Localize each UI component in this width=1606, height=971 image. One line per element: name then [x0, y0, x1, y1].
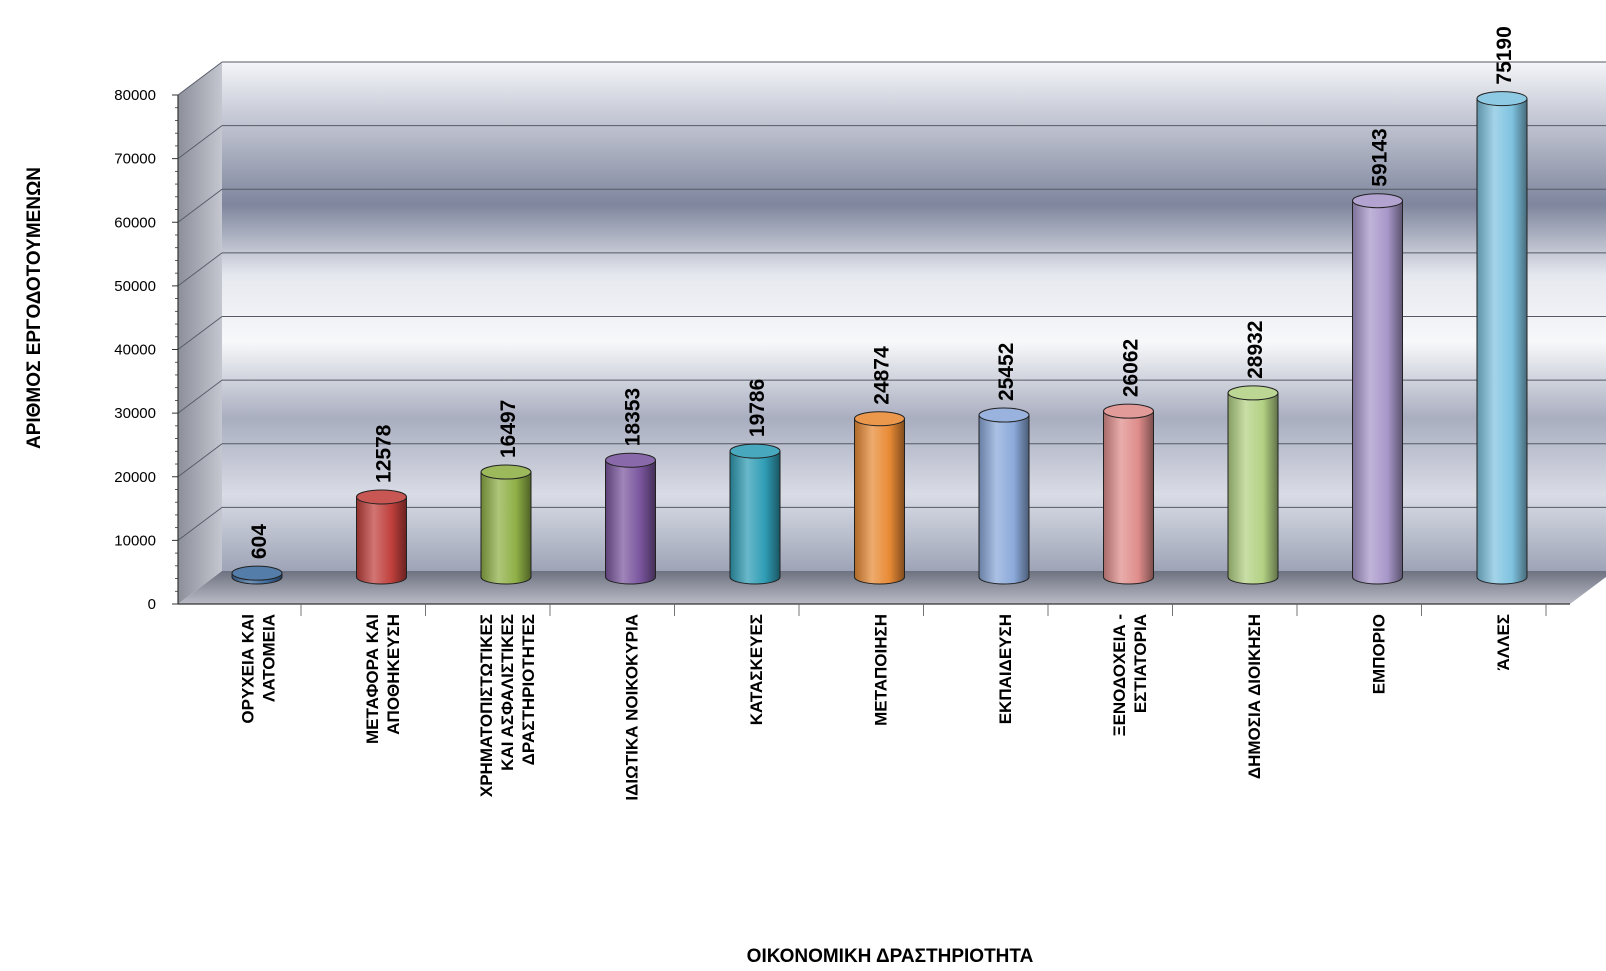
x-tick-label-line: ΆΛΛΕΣ	[1494, 614, 1513, 671]
x-tick-label: ΧΡΗΜΑΤΟΠΙΣΤΩΤΙΚΕΣ ΚΑΙ ΑΣΦΑΛΙΣΤΙΚΕΣ ΔΡΑΣΤΗΡ…	[477, 614, 538, 797]
x-tick-label: ΚΑΤΑΣΚΕΥΕΣ	[747, 614, 766, 725]
bar-body	[1103, 410, 1154, 585]
x-tick-label-line: ΚΑΤΑΣΚΕΥΕΣ	[747, 614, 766, 725]
bar	[1476, 91, 1528, 585]
bar-top	[729, 443, 781, 459]
bar-body	[605, 459, 656, 585]
x-tick-label-line: ΔΡΑΣΤΗΡΙΟΤΗΤΕΣ	[519, 614, 538, 765]
value-label: 26062	[1120, 339, 1143, 397]
bar	[854, 411, 905, 585]
bar-top	[1103, 403, 1154, 419]
gridline-side	[177, 379, 223, 414]
x-tick-label: ΔΗΜΟΣΙΑ ΔΙΟΙΚΗΣΗ	[1245, 614, 1264, 779]
x-tick-label-line: ΔΗΜΟΣΙΑ ΔΙΟΙΚΗΣΗ	[1245, 614, 1264, 779]
value-label: 75190	[1493, 26, 1516, 84]
x-tick-label: ΞΕΝΟΔΟΧΕΙΑ - ΕΣΤΙΑΤΟΡΙΑ	[1110, 614, 1150, 736]
gridline-side	[177, 61, 223, 96]
y-tick-label: 80000	[114, 87, 156, 104]
gridline-side	[177, 188, 223, 223]
x-tick-label-line: ΑΠΟΘΗΚΕΥΣΗ	[384, 614, 403, 735]
x-tick-label: ΜΕΤΑΦΟΡΑ ΚΑΙ ΑΠΟΘΗΚΕΥΣΗ	[363, 614, 403, 744]
bar	[356, 489, 407, 585]
bar	[605, 452, 656, 585]
y-axis: 0 10000 20000 30000 40000 50000 60000 70000 8000…	[114, 87, 1570, 616]
bar-body	[1476, 98, 1528, 585]
bar	[1103, 403, 1154, 585]
bar-top	[978, 407, 1030, 423]
value-label: 19786	[746, 379, 769, 437]
gridline-side	[177, 507, 223, 541]
bar-top	[605, 452, 656, 468]
bar-top	[480, 464, 532, 480]
bar-top	[1476, 91, 1528, 107]
x-tick-label: ΟΡΥΧΕΙΑ ΚΑΙ ΛΑΤΟΜΕΙΑ	[239, 614, 279, 724]
y-tick-label: 60000	[114, 214, 156, 231]
y-tick-label: 70000	[114, 151, 156, 168]
bar	[729, 443, 781, 585]
x-tick-label-line: ΙΔΙΩΤΙΚΑ ΝΟΙΚΟΚΥΡΙΑ	[623, 614, 642, 801]
value-label: 24874	[871, 346, 894, 405]
gridline-side	[177, 125, 223, 159]
bar-body	[1227, 392, 1279, 585]
bar	[480, 464, 532, 585]
bar-top	[1227, 385, 1279, 401]
x-axis-title: ΟΙΚΟΝΟΜΙΚΗ ΔΡΑΣΤΗΡΙΟΤΗΤΑ	[747, 946, 1034, 967]
y-axis-title: ΑΡΙΘΜΟΣ ΕΡΓΟΔΟΤΟΥΜΕΝΩΝ	[24, 167, 45, 449]
value-label: 604	[248, 524, 271, 559]
bar-body	[978, 414, 1030, 585]
bar-top	[231, 565, 283, 581]
value-label: 18353	[622, 388, 645, 446]
y-tick-label: 0	[148, 596, 156, 613]
bar	[231, 565, 283, 585]
value-label: 28932	[1244, 321, 1267, 379]
y-tick-label: 50000	[114, 278, 156, 295]
y-tick-label: 20000	[114, 469, 156, 486]
x-tick-label-line: ΕΣΤΙΑΤΟΡΙΑ	[1131, 614, 1150, 713]
y-tick-label: 10000	[114, 532, 156, 549]
bar-body	[854, 418, 905, 585]
x-tick-label-line: ΞΕΝΟΔΟΧΕΙΑ -	[1110, 614, 1129, 736]
x-tick-label-line: ΜΕΤΑΦΟΡΑ ΚΑΙ	[363, 614, 382, 744]
value-label: 59143	[1369, 128, 1392, 186]
bar	[1352, 193, 1403, 585]
x-tick-label-line: ΧΡΗΜΑΤΟΠΙΣΤΩΤΙΚΕΣ	[477, 614, 496, 797]
x-tick-label-line: ΟΡΥΧΕΙΑ ΚΑΙ	[239, 614, 258, 724]
bar	[978, 407, 1030, 585]
x-tick-label-line: ΕΚΠΑΙΔΕΥΣΗ	[996, 614, 1015, 724]
y-tick-label: 30000	[114, 405, 156, 422]
bar-top	[356, 489, 407, 505]
bar-top	[854, 411, 905, 427]
y-tick-label: 40000	[114, 342, 156, 359]
x-tick-label: ΆΛΛΕΣ	[1494, 614, 1513, 671]
x-tick-label: ΕΜΠΟΡΙΟ	[1370, 614, 1389, 694]
gridline-side	[177, 443, 223, 478]
x-tick-label-line: ΚΑΙ ΑΣΦΑΛΙΣΤΙΚΕΣ	[498, 614, 517, 771]
value-labels: 604 12578 16497 18353 19786 24874 25452 26062 28…	[248, 26, 1516, 559]
gridline-side	[177, 316, 223, 350]
x-tick-label-line: ΕΜΠΟΡΙΟ	[1370, 614, 1389, 694]
bars	[231, 91, 1528, 585]
bar-body	[480, 471, 532, 585]
value-label: 16497	[497, 400, 520, 458]
bar-top	[1352, 193, 1403, 209]
value-label: 25452	[995, 343, 1018, 401]
bar-body	[1352, 200, 1403, 585]
bar-body	[729, 450, 781, 585]
x-tick-label: ΜΕΤΑΠΟΙΗΣΗ	[872, 614, 891, 726]
category-labels: ΟΡΥΧΕΙΑ ΚΑΙ ΛΑΤΟΜΕΙΑ ΜΕΤΑΦΟΡΑ ΚΑΙ ΑΠΟΘΗΚΕΥΣ…	[239, 614, 1514, 801]
gridline-side	[177, 252, 223, 287]
x-tick-label: ΙΔΙΩΤΙΚΑ ΝΟΙΚΟΚΥΡΙΑ	[623, 614, 642, 801]
bar	[1227, 385, 1279, 585]
value-label: 12578	[373, 424, 396, 483]
x-tick-label-line: ΜΕΤΑΠΟΙΗΣΗ	[872, 614, 891, 726]
bar-body	[356, 496, 407, 585]
x-tick-label: ΕΚΠΑΙΔΕΥΣΗ	[996, 614, 1015, 724]
x-tick-label-line: ΛΑΤΟΜΕΙΑ	[260, 614, 279, 702]
